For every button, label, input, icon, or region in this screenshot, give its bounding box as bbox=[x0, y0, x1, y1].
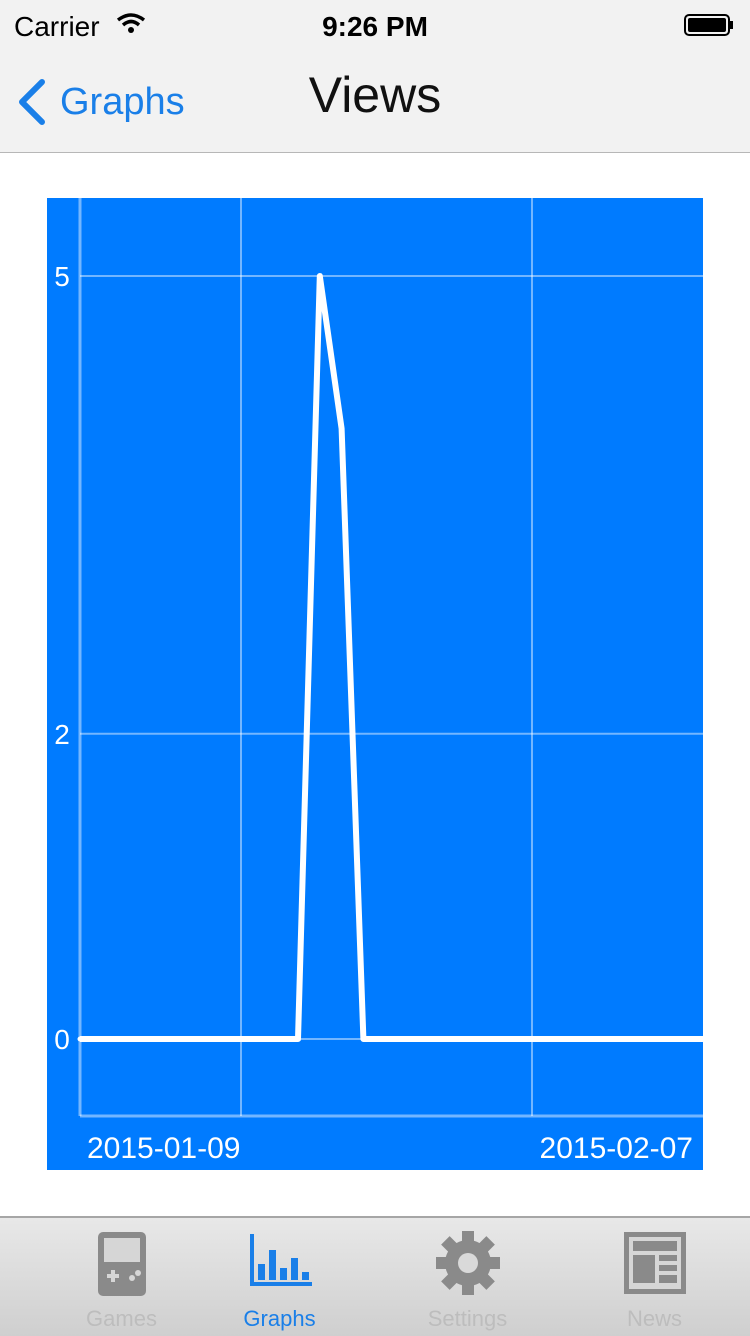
data-point bbox=[666, 1036, 672, 1042]
chevron-left-icon bbox=[19, 79, 45, 125]
newspaper-icon bbox=[623, 1232, 686, 1294]
chart-svg: 5 2 0 2015-01-09 2015-02-07 bbox=[47, 198, 703, 1170]
data-point bbox=[251, 1036, 257, 1042]
tab-settings-label: Settings bbox=[427, 1306, 508, 1331]
carrier-label: Carrier bbox=[14, 11, 100, 42]
tab-games-label: Games bbox=[86, 1306, 157, 1331]
data-point bbox=[600, 1036, 606, 1042]
views-line bbox=[80, 273, 703, 1042]
tab-bar: Games Graphs Settings bbox=[0, 1216, 750, 1336]
battery-icon bbox=[684, 14, 733, 36]
data-point bbox=[687, 1036, 693, 1042]
views-chart: 5 2 0 2015-01-09 2015-02-07 bbox=[47, 198, 703, 1170]
tab-graphs-label: Graphs bbox=[243, 1306, 316, 1331]
tab-games[interactable]: Games bbox=[28, 1218, 215, 1336]
data-point bbox=[142, 1036, 148, 1042]
data-point bbox=[513, 1036, 519, 1042]
data-point bbox=[491, 1036, 497, 1042]
data-point bbox=[295, 1036, 301, 1042]
back-button[interactable]: Graphs bbox=[16, 74, 185, 130]
page-title: Views bbox=[308, 67, 442, 123]
views-series bbox=[77, 273, 703, 1042]
data-point bbox=[208, 1036, 214, 1042]
chart-background bbox=[47, 198, 703, 1170]
data-point bbox=[535, 1036, 541, 1042]
navigation-bar: Graphs Views bbox=[0, 50, 750, 153]
data-point bbox=[360, 1036, 366, 1042]
data-point bbox=[164, 1036, 170, 1042]
data-point bbox=[273, 1036, 279, 1042]
tab-settings[interactable]: Settings bbox=[374, 1218, 561, 1336]
wifi-icon bbox=[116, 13, 146, 33]
data-point bbox=[644, 1036, 650, 1042]
data-point bbox=[99, 1036, 105, 1042]
gameboy-icon bbox=[97, 1232, 146, 1296]
tab-news-label: News bbox=[626, 1306, 682, 1331]
x-tick-label: 2015-02-07 bbox=[540, 1132, 693, 1165]
tab-graphs[interactable]: Graphs bbox=[186, 1218, 373, 1336]
data-point bbox=[404, 1036, 410, 1042]
data-point bbox=[469, 1036, 475, 1042]
data-point bbox=[382, 1036, 388, 1042]
data-point bbox=[426, 1036, 432, 1042]
data-point bbox=[448, 1036, 454, 1042]
data-point bbox=[578, 1036, 584, 1042]
y-tick-label: 5 bbox=[54, 261, 70, 292]
y-tick-label: 0 bbox=[54, 1024, 70, 1055]
data-point bbox=[186, 1036, 192, 1042]
data-point bbox=[121, 1036, 127, 1042]
tab-news[interactable]: News bbox=[561, 1218, 748, 1336]
gear-icon bbox=[435, 1231, 500, 1295]
data-point bbox=[317, 273, 323, 279]
status-bar: Carrier 9:26 PM bbox=[0, 0, 750, 50]
status-time: 9:26 PM bbox=[322, 11, 428, 42]
y-axis-ticks: 5 2 0 bbox=[54, 261, 70, 1055]
data-point bbox=[77, 1036, 83, 1042]
back-button-label: Graphs bbox=[60, 80, 185, 123]
y-tick-label: 2 bbox=[54, 719, 70, 750]
data-point bbox=[622, 1036, 628, 1042]
data-point bbox=[557, 1036, 563, 1042]
x-tick-label: 2015-01-09 bbox=[87, 1132, 240, 1165]
data-point bbox=[339, 426, 345, 432]
bar-chart-icon bbox=[249, 1234, 312, 1286]
data-point bbox=[230, 1036, 236, 1042]
x-axis-ticks: 2015-01-09 2015-02-07 bbox=[87, 1132, 693, 1165]
